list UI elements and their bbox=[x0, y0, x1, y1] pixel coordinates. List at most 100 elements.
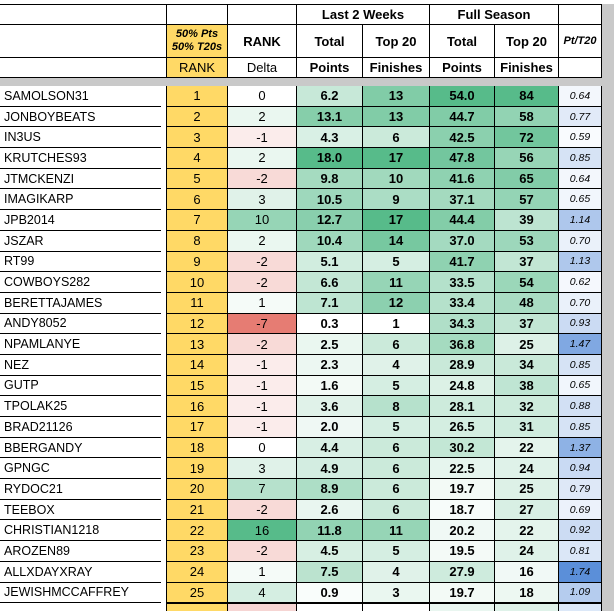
cell-l2w-total-points[interactable]: 11.8 bbox=[297, 520, 363, 542]
cell-pt-per-t20[interactable]: 1.74 bbox=[559, 561, 602, 583]
cell-l2w-top20-finishes[interactable]: 13 bbox=[363, 86, 430, 107]
cell-pt-per-t20[interactable]: 0.85 bbox=[559, 148, 602, 169]
cell-pt-per-t20[interactable]: 0.77 bbox=[559, 106, 602, 128]
cell-fs-top20-finishes[interactable]: 48 bbox=[495, 292, 559, 314]
cell-player-name[interactable]: ANDY8052 bbox=[0, 313, 161, 335]
header-fs-points[interactable]: Points bbox=[430, 58, 495, 78]
header-blank-name2[interactable] bbox=[0, 25, 161, 58]
cell-rank-delta[interactable]: 10 bbox=[228, 210, 297, 231]
cell-fs-top20-finishes[interactable]: 53 bbox=[495, 230, 559, 252]
cell-pt-per-t20[interactable]: 1.37 bbox=[559, 437, 602, 459]
cell-pt-per-t20[interactable]: 1.13 bbox=[559, 251, 602, 273]
cell-fs-top20-finishes[interactable]: 16 bbox=[495, 561, 559, 583]
cell-fs-top20-finishes[interactable]: 25 bbox=[495, 334, 559, 355]
cell-rank-delta[interactable]: -1 bbox=[228, 354, 297, 376]
cell-rank-delta[interactable]: 2 bbox=[228, 230, 297, 252]
cell-pt-per-t20[interactable]: 1.14 bbox=[559, 210, 602, 231]
cell-fs-top20-finishes[interactable]: 18 bbox=[495, 582, 559, 604]
cell-fs-total-points[interactable]: 36.8 bbox=[430, 334, 495, 355]
cell-pt-per-t20[interactable]: 0.94 bbox=[559, 458, 602, 480]
header-rank-delta-line1[interactable]: RANK bbox=[228, 25, 297, 58]
cell-rank-delta[interactable]: -1 bbox=[228, 396, 297, 417]
cell-l2w-total-points[interactable]: 7.5 bbox=[297, 561, 363, 583]
cell-l2w-top20-finishes[interactable]: 6 bbox=[363, 334, 430, 355]
cell-l2w-total-points[interactable]: 8.9 bbox=[297, 479, 363, 500]
cell-player-name[interactable]: NPAMLANYE bbox=[0, 334, 161, 355]
cell-l2w-total-points[interactable]: 0.3 bbox=[297, 313, 363, 335]
cell-player-name[interactable]: GUTP bbox=[0, 375, 161, 397]
partial-cell[interactable] bbox=[559, 603, 602, 611]
cell-weighted-rank[interactable]: 6 bbox=[166, 189, 228, 211]
cell-l2w-top20-finishes[interactable]: 17 bbox=[363, 148, 430, 169]
cell-rank-delta[interactable]: -1 bbox=[228, 127, 297, 149]
cell-weighted-rank[interactable]: 25 bbox=[166, 582, 228, 604]
cell-pt-per-t20[interactable]: 1.09 bbox=[559, 582, 602, 604]
cell-pt-per-t20[interactable]: 0.70 bbox=[559, 292, 602, 314]
header-fs-total[interactable]: Total bbox=[430, 25, 495, 58]
cell-l2w-total-points[interactable]: 4.4 bbox=[297, 437, 363, 459]
header-rank-delta-line2[interactable]: Delta bbox=[228, 58, 297, 78]
header-weighted-rank[interactable]: RANK bbox=[166, 58, 228, 78]
cell-fs-top20-finishes[interactable]: 24 bbox=[495, 458, 559, 480]
cell-pt-per-t20[interactable]: 0.69 bbox=[559, 499, 602, 521]
cell-pt-per-t20[interactable]: 0.65 bbox=[559, 375, 602, 397]
cell-l2w-top20-finishes[interactable]: 12 bbox=[363, 292, 430, 314]
cell-fs-top20-finishes[interactable]: 84 bbox=[495, 86, 559, 107]
cell-player-name[interactable]: TEEBOX bbox=[0, 499, 161, 521]
cell-fs-total-points[interactable]: 33.4 bbox=[430, 292, 495, 314]
cell-weighted-rank[interactable]: 11 bbox=[166, 292, 228, 314]
cell-pt-per-t20[interactable]: 0.65 bbox=[559, 189, 602, 211]
cell-weighted-rank[interactable]: 14 bbox=[166, 354, 228, 376]
cell-player-name[interactable]: RYDOC21 bbox=[0, 479, 161, 500]
cell-l2w-top20-finishes[interactable]: 5 bbox=[363, 417, 430, 438]
header-last-2-weeks[interactable]: Last 2 Weeks bbox=[297, 4, 430, 25]
header-full-season[interactable]: Full Season bbox=[430, 4, 559, 25]
cell-l2w-top20-finishes[interactable]: 14 bbox=[363, 230, 430, 252]
header-l2w-total[interactable]: Total bbox=[297, 25, 363, 58]
cell-pt-per-t20[interactable]: 0.81 bbox=[559, 541, 602, 562]
cell-l2w-top20-finishes[interactable]: 6 bbox=[363, 437, 430, 459]
cell-l2w-top20-finishes[interactable]: 13 bbox=[363, 106, 430, 128]
cell-pt-per-t20[interactable]: 0.85 bbox=[559, 417, 602, 438]
cell-rank-delta[interactable]: 0 bbox=[228, 437, 297, 459]
cell-l2w-total-points[interactable]: 10.4 bbox=[297, 230, 363, 252]
cell-player-name[interactable]: BBERGANDY bbox=[0, 437, 161, 459]
cell-l2w-total-points[interactable]: 7.1 bbox=[297, 292, 363, 314]
header-blank-name[interactable] bbox=[0, 4, 161, 25]
cell-rank-delta[interactable]: 4 bbox=[228, 582, 297, 604]
cell-fs-top20-finishes[interactable]: 38 bbox=[495, 375, 559, 397]
header-ptt20-blank[interactable] bbox=[559, 58, 602, 78]
cell-fs-total-points[interactable]: 42.5 bbox=[430, 127, 495, 149]
cell-l2w-top20-finishes[interactable]: 4 bbox=[363, 561, 430, 583]
cell-pt-per-t20[interactable]: 1.47 bbox=[559, 334, 602, 355]
cell-fs-total-points[interactable]: 19.7 bbox=[430, 479, 495, 500]
cell-player-name[interactable]: AROZEN89 bbox=[0, 541, 161, 562]
cell-l2w-total-points[interactable]: 18.0 bbox=[297, 148, 363, 169]
cell-player-name[interactable]: JSZAR bbox=[0, 230, 161, 252]
cell-l2w-total-points[interactable]: 5.1 bbox=[297, 251, 363, 273]
cell-rank-delta[interactable]: -2 bbox=[228, 499, 297, 521]
cell-player-name[interactable]: IN3US bbox=[0, 127, 161, 149]
cell-weighted-rank[interactable]: 10 bbox=[166, 272, 228, 293]
cell-fs-total-points[interactable]: 19.5 bbox=[430, 541, 495, 562]
cell-player-name[interactable]: BERETTAJAMES bbox=[0, 292, 161, 314]
cell-l2w-top20-finishes[interactable]: 9 bbox=[363, 189, 430, 211]
cell-l2w-top20-finishes[interactable]: 5 bbox=[363, 375, 430, 397]
cell-fs-total-points[interactable]: 24.8 bbox=[430, 375, 495, 397]
cell-rank-delta[interactable]: -2 bbox=[228, 541, 297, 562]
cell-rank-delta[interactable]: 2 bbox=[228, 106, 297, 128]
cell-rank-delta[interactable]: -1 bbox=[228, 375, 297, 397]
cell-l2w-top20-finishes[interactable]: 6 bbox=[363, 127, 430, 149]
cell-fs-total-points[interactable]: 22.5 bbox=[430, 458, 495, 480]
cell-fs-top20-finishes[interactable]: 32 bbox=[495, 396, 559, 417]
cell-fs-top20-finishes[interactable]: 31 bbox=[495, 417, 559, 438]
cell-player-name[interactable]: NEZ bbox=[0, 354, 161, 376]
cell-fs-top20-finishes[interactable]: 39 bbox=[495, 210, 559, 231]
cell-rank-delta[interactable]: 7 bbox=[228, 479, 297, 500]
cell-fs-total-points[interactable]: 33.5 bbox=[430, 272, 495, 293]
cell-fs-total-points[interactable]: 28.9 bbox=[430, 354, 495, 376]
cell-weighted-rank[interactable]: 23 bbox=[166, 541, 228, 562]
cell-player-name[interactable]: JEWISHMCCAFFREY bbox=[0, 582, 161, 604]
cell-l2w-total-points[interactable]: 4.5 bbox=[297, 541, 363, 562]
cell-player-name[interactable]: KRUTCHES93 bbox=[0, 148, 161, 169]
